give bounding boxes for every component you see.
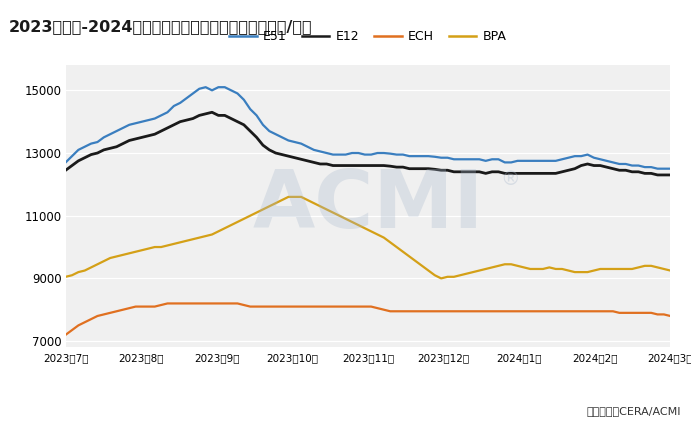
E51 — [622, 161, 630, 166]
E12 — [208, 110, 216, 115]
E12 — [654, 173, 662, 178]
E12 — [61, 168, 70, 173]
BPA — [628, 266, 636, 272]
E51 — [329, 152, 337, 157]
ECH — [61, 332, 70, 337]
E12 — [622, 168, 630, 173]
Line: E12: E12 — [66, 112, 670, 175]
Line: ECH: ECH — [66, 304, 670, 335]
E12 — [240, 122, 248, 127]
E51 — [202, 85, 210, 90]
E12 — [329, 163, 337, 168]
Legend: E51, E12, ECH, BPA: E51, E12, ECH, BPA — [225, 25, 511, 48]
BPA — [392, 245, 401, 250]
BPA — [61, 274, 70, 280]
E51 — [373, 150, 381, 155]
Text: ®: ® — [500, 170, 520, 189]
Line: BPA: BPA — [66, 197, 670, 278]
E12 — [373, 163, 381, 168]
E51 — [144, 117, 153, 123]
E51 — [666, 166, 674, 171]
ECH — [329, 304, 337, 309]
BPA — [373, 232, 381, 237]
E51 — [240, 97, 248, 102]
ECH — [240, 302, 248, 307]
BPA — [329, 210, 337, 215]
E51 — [61, 160, 70, 165]
E12 — [392, 165, 401, 170]
Text: ACMI: ACMI — [252, 167, 484, 245]
Text: 2023下半年-2024年环氧树脂产业链产品价格趋势（元/吨）: 2023下半年-2024年环氧树脂产业链产品价格趋势（元/吨） — [8, 19, 312, 34]
ECH — [622, 310, 630, 315]
Line: E51: E51 — [66, 87, 670, 169]
BPA — [284, 195, 292, 200]
BPA — [437, 276, 445, 281]
ECH — [373, 306, 381, 311]
Text: 数据来源：CERA/ACMI: 数据来源：CERA/ACMI — [586, 406, 681, 416]
E12 — [144, 133, 153, 138]
BPA — [144, 246, 153, 251]
ECH — [144, 304, 153, 309]
ECH — [666, 314, 674, 319]
E12 — [666, 173, 674, 178]
BPA — [666, 268, 674, 273]
BPA — [234, 219, 242, 224]
E51 — [392, 152, 401, 157]
ECH — [392, 309, 401, 314]
ECH — [163, 301, 171, 306]
E51 — [654, 166, 662, 171]
